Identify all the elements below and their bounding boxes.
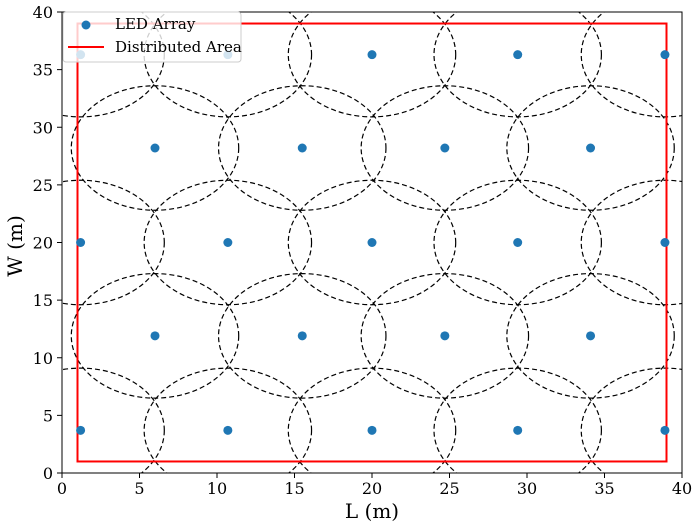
coverage-circle-3 — [433, 367, 602, 473]
x-tick-label-35: 35 — [594, 479, 614, 498]
y-tick-label-15: 15 — [33, 291, 53, 310]
y-tick-label-0: 0 — [43, 464, 53, 483]
legend: LED Array Distributed Area — [62, 11, 242, 63]
x-tick-label-25: 25 — [439, 479, 459, 498]
y-tick-label-35: 35 — [33, 61, 53, 80]
led-point-14 — [150, 143, 160, 153]
coverage-circle-4 — [580, 367, 682, 473]
led-point-9 — [76, 238, 86, 247]
led-point-10 — [223, 238, 233, 247]
x-tick-label-40: 40 — [672, 479, 692, 498]
led-point-13 — [660, 238, 670, 247]
coverage-circle-21 — [433, 12, 602, 118]
coverage-circle-0 — [62, 367, 165, 473]
led-point-4 — [660, 425, 670, 435]
y-axis-ticks: 0 5 10 15 20 25 30 35 40 — [33, 3, 62, 483]
y-tick-label-25: 25 — [33, 176, 53, 195]
y-tick-label-20: 20 — [33, 234, 53, 253]
coverage-circle-15 — [217, 85, 387, 211]
x-tick-label-20: 20 — [362, 479, 382, 498]
led-point-11 — [367, 238, 377, 247]
y-tick-label-30: 30 — [33, 118, 53, 137]
led-point-1 — [223, 425, 233, 435]
coverage-circle-12 — [433, 179, 602, 306]
led-point-22 — [660, 50, 670, 60]
led-point-7 — [440, 331, 450, 341]
led-point-8 — [586, 331, 596, 341]
led-point-0 — [76, 425, 86, 435]
legend-label-led: LED Array — [115, 15, 196, 33]
led-point-17 — [586, 143, 596, 153]
legend-marker-led — [81, 20, 91, 30]
y-tick-label-10: 10 — [33, 349, 53, 368]
coverage-circle-22 — [580, 12, 682, 118]
coverage-circle-2 — [287, 367, 457, 473]
led-point-12 — [513, 238, 523, 247]
led-point-20 — [367, 50, 377, 60]
x-tick-label-5: 5 — [134, 479, 144, 498]
y-axis-label: W (m) — [3, 215, 27, 276]
legend-box — [62, 11, 242, 63]
x-tick-label-10: 10 — [207, 479, 227, 498]
led-point-2 — [367, 425, 377, 435]
coverage-circle-20 — [287, 12, 457, 118]
led-point-21 — [513, 50, 523, 60]
coverage-circle-10 — [143, 179, 313, 306]
legend-label-area: Distributed Area — [115, 38, 242, 56]
x-axis-label: L (m) — [345, 499, 399, 523]
led-point-3 — [513, 425, 523, 435]
coverage-circle-6 — [217, 273, 387, 399]
led-point-5 — [150, 331, 160, 341]
y-tick-label-40: 40 — [33, 3, 53, 22]
led-point-6 — [297, 331, 307, 341]
x-tick-label-0: 0 — [57, 479, 67, 498]
x-axis-ticks: 0 5 10 15 20 25 30 35 40 — [57, 473, 692, 498]
x-tick-label-15: 15 — [284, 479, 304, 498]
coverage-circle-1 — [143, 367, 313, 473]
x-tick-label-30: 30 — [517, 479, 537, 498]
coverage-circles — [62, 12, 682, 473]
coverage-circle-11 — [287, 179, 457, 306]
y-tick-label-5: 5 — [43, 406, 53, 425]
led-point-15 — [297, 143, 307, 153]
coverage-circle-9 — [62, 179, 165, 306]
led-point-16 — [440, 143, 450, 153]
coverage-circle-13 — [580, 179, 682, 306]
coverage-circle-19 — [143, 12, 313, 118]
